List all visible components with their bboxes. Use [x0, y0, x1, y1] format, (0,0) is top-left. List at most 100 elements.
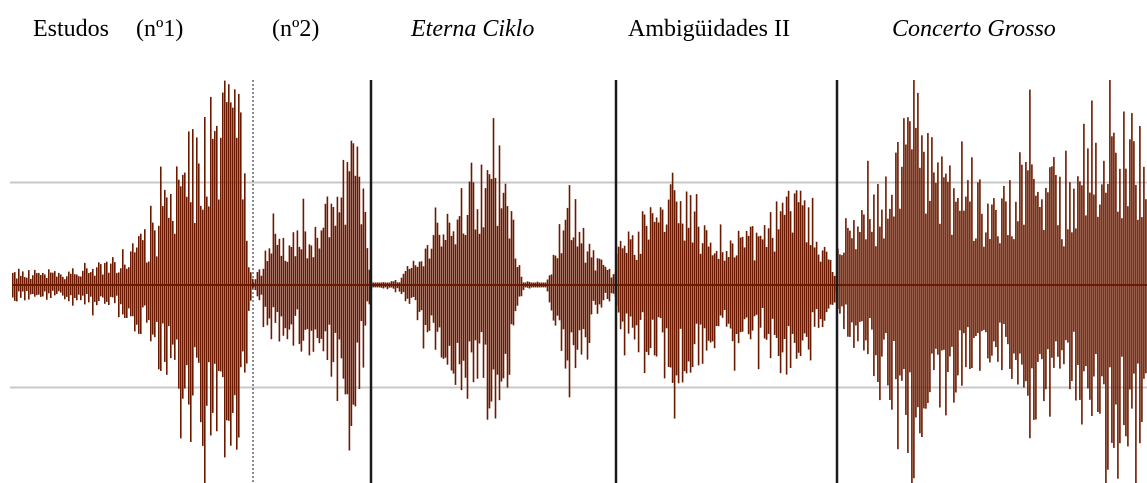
waveform-bar [44, 274, 46, 292]
waveform-bar [1033, 178, 1035, 420]
waveform-bar [216, 125, 218, 432]
waveform-bar [965, 196, 967, 368]
waveform-bar [1015, 201, 1017, 360]
waveform-bar [190, 202, 192, 442]
waveform-bar [717, 258, 720, 327]
waveform-bar [913, 80, 915, 479]
waveform-bar [454, 244, 457, 385]
waveform-bar [847, 227, 849, 337]
waveform-bar [404, 271, 407, 302]
waveform-bar [1013, 239, 1015, 354]
waveform-bar [500, 208, 503, 382]
waveform-bar [262, 268, 265, 328]
waveform-bar [570, 240, 573, 333]
waveform-bar [270, 253, 273, 340]
waveform-bar [296, 230, 299, 310]
waveform-bar [861, 210, 863, 322]
waveform-bar [100, 264, 102, 297]
waveform-bar [857, 226, 859, 342]
waveform-bar [188, 131, 190, 405]
waveform-bar [568, 185, 571, 398]
waveform-bar [1099, 204, 1101, 414]
waveform-bar [991, 204, 993, 356]
waveform-bar [358, 176, 361, 389]
waveform-bar [941, 156, 943, 351]
waveform-bar [1125, 168, 1127, 437]
waveform-bar [681, 223, 684, 383]
waveform-bar [625, 252, 628, 314]
waveform-bar [360, 224, 363, 321]
waveform-bar [1017, 221, 1019, 385]
waveform-bar [186, 196, 188, 366]
waveform-bar [767, 228, 770, 334]
waveform-bar [651, 213, 654, 320]
waveform-bar [422, 266, 425, 349]
waveform-bar [945, 173, 947, 416]
waveform-bar [222, 92, 224, 378]
waveform-bar [807, 207, 810, 350]
waveform-bar [845, 218, 847, 305]
waveform-bar [869, 219, 871, 319]
waveform-bar [234, 89, 236, 396]
waveform-bar [574, 199, 577, 369]
waveform-bar [1137, 219, 1139, 364]
waveform-bar [432, 235, 435, 323]
waveform-bar [671, 172, 674, 383]
waveform-bar [318, 248, 321, 344]
waveform-bar [462, 233, 465, 361]
waveform-bar [987, 203, 989, 359]
waveform-bar [560, 253, 563, 351]
waveform-bar [1051, 166, 1053, 358]
waveform-bar [246, 240, 248, 364]
waveform-bar [210, 96, 212, 436]
waveform-bar [943, 177, 945, 350]
waveform-bar [236, 137, 238, 450]
waveform-bar [478, 233, 481, 344]
waveform-bar [955, 201, 957, 393]
waveform-bar [911, 149, 913, 483]
waveform-bar [248, 267, 250, 311]
waveform-bar [867, 160, 869, 355]
waveform-bar [104, 263, 106, 304]
waveform-bar [340, 197, 343, 359]
waveform-bar [238, 94, 240, 438]
waveform-bar [947, 181, 949, 372]
waveform-bar [1111, 136, 1113, 443]
label-estudos: Estudos [33, 16, 110, 42]
waveform-bar [550, 274, 553, 311]
waveform-bar [699, 253, 702, 325]
waveform-bar [346, 162, 349, 395]
waveform-bar [653, 221, 656, 356]
waveform-bar [278, 238, 281, 342]
waveform-bar [1113, 132, 1115, 448]
waveform-bar [743, 247, 746, 320]
waveform-bar [959, 210, 961, 331]
waveform-bar [887, 218, 889, 386]
waveform-bar [831, 272, 834, 305]
waveform-bar [592, 250, 595, 301]
waveform-bar [905, 144, 907, 415]
waveform-bar [759, 235, 762, 328]
waveform-bar [1141, 217, 1143, 422]
waveform-bar [953, 188, 955, 403]
waveform-bar [354, 175, 357, 407]
waveform-bar [1049, 167, 1051, 417]
waveform-bar [198, 163, 200, 363]
waveform-bar [182, 174, 184, 399]
waveform-bar [518, 265, 521, 297]
waveform-bar [250, 272, 252, 301]
waveform-bar [176, 166, 178, 340]
waveform-bar [995, 209, 997, 348]
waveform-bar [633, 254, 636, 340]
waveform-bar [30, 278, 32, 295]
waveform-bar [1011, 236, 1013, 379]
waveform-bar [556, 258, 559, 316]
waveform-bar [46, 278, 48, 300]
waveform-bar [212, 138, 214, 413]
waveform-bar [356, 146, 359, 343]
waveform-bar [520, 276, 523, 297]
waveform-bar [951, 234, 953, 347]
waveform-bar [687, 227, 690, 362]
waveform-bar [506, 206, 509, 388]
waveform-bar [749, 226, 752, 340]
